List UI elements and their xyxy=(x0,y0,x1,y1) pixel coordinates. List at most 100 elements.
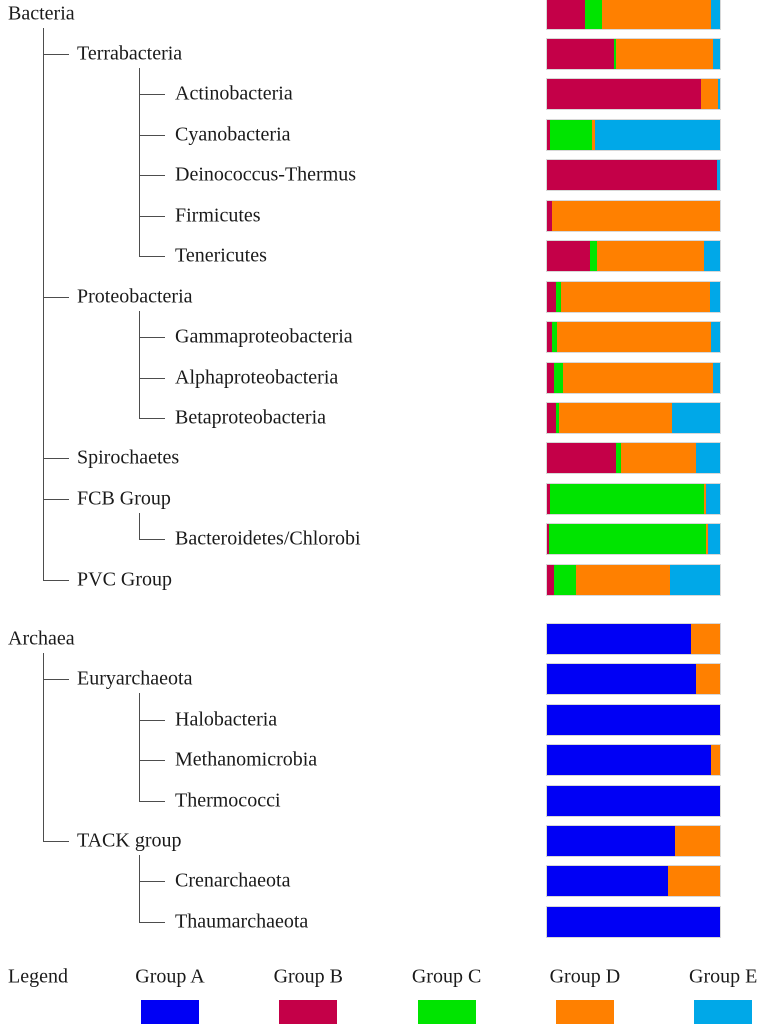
bar-segment-group-e xyxy=(669,564,720,595)
tree-trunk-line xyxy=(139,67,140,257)
bar-segment-group-c xyxy=(553,564,577,595)
bar-segment-group-b xyxy=(547,281,556,312)
stacked-bar-gammaproteobacteria xyxy=(546,321,721,354)
tree-branch-line xyxy=(43,296,69,298)
bar-segment-group-e xyxy=(704,241,720,272)
stacked-bar-tenericutes xyxy=(546,240,721,273)
stacked-bar-thermococci xyxy=(546,784,721,817)
bar-segment-group-d xyxy=(557,322,712,353)
stacked-bar-fcb-group xyxy=(546,482,721,515)
tree-branch-line xyxy=(43,53,69,55)
taxon-label-crenarchaeota: Crenarchaeota xyxy=(175,870,291,893)
taxon-label-proteobacteria: Proteobacteria xyxy=(77,285,193,308)
bar-segment-group-e xyxy=(716,160,720,191)
bar-segment-group-d xyxy=(552,200,720,231)
legend-swatch-group-d xyxy=(555,1000,614,1024)
stacked-bar-halobacteria xyxy=(546,703,721,736)
bar-segment-group-b xyxy=(547,564,554,595)
stacked-bar-alphaproteobacteria xyxy=(546,361,721,394)
bar-segment-group-b xyxy=(547,119,551,150)
tree-branch-line xyxy=(139,94,165,96)
bar-segment-group-c xyxy=(550,483,705,514)
stacked-bar-terrabacteria xyxy=(546,37,721,70)
bar-segment-group-d xyxy=(591,119,596,150)
bar-segment-group-c xyxy=(585,0,603,29)
taxon-label-betaproteobacteria: Betaproteobacteria xyxy=(175,406,327,429)
stacked-bar-methanomicrobia xyxy=(546,744,721,777)
bar-segment-group-b xyxy=(547,524,549,555)
bar-segment-group-d xyxy=(704,483,707,514)
bar-segment-group-d xyxy=(668,866,720,897)
bar-segment-group-b xyxy=(547,241,591,272)
bar-segment-group-d xyxy=(700,79,719,110)
bar-segment-group-c xyxy=(553,362,563,393)
bar-segment-group-e xyxy=(695,443,720,474)
bar-segment-group-d xyxy=(711,745,720,776)
tree-branch-line xyxy=(43,458,69,460)
tree-branch-line xyxy=(139,175,165,177)
stacked-bar-euryarchaeota xyxy=(546,663,721,696)
taxon-label-tenericutes: Tenericutes xyxy=(175,244,267,267)
stacked-bar-cyanobacteria xyxy=(546,118,721,151)
tree-branch-line xyxy=(139,337,165,339)
bar-segment-group-e xyxy=(706,483,720,514)
bar-segment-group-c xyxy=(552,322,558,353)
bar-segment-group-a xyxy=(547,785,720,816)
stacked-bar-bacteroidetes-chlorobi xyxy=(546,523,721,556)
bar-segment-group-a xyxy=(547,664,696,695)
bar-segment-group-d xyxy=(560,281,710,312)
bar-segment-group-d xyxy=(602,0,712,29)
tree-branch-line xyxy=(139,881,165,883)
tree-branch-line xyxy=(139,256,165,258)
taxon-label-terrabacteria: Terrabacteria xyxy=(77,42,183,65)
legend-swatch-group-a xyxy=(141,1000,199,1024)
tree-branch-line xyxy=(43,841,69,842)
bar-segment-group-e xyxy=(718,79,720,110)
stacked-bar-firmicutes xyxy=(546,199,721,232)
bar-segment-group-b xyxy=(547,38,615,69)
bar-segment-group-d xyxy=(559,403,672,433)
taxon-label-gammaproteobacteria: Gammaproteobacteria xyxy=(175,325,353,348)
bar-segment-group-e xyxy=(671,403,720,433)
taxon-label-halobacteria: Halobacteria xyxy=(175,708,278,731)
bar-segment-group-a xyxy=(547,906,720,937)
bar-segment-group-b xyxy=(547,160,717,191)
bar-segment-group-e xyxy=(595,119,720,150)
tree-branch-line xyxy=(139,215,165,217)
legend-title: Legend xyxy=(8,965,68,988)
legend-label-group-b: Group B xyxy=(273,965,344,988)
tree-trunk-line xyxy=(139,512,140,540)
taxon-label-thaumarchaeota: Thaumarchaeota xyxy=(175,910,309,933)
legend-label-group-a: Group A xyxy=(135,965,205,988)
taxon-label-actinobacteria: Actinobacteria xyxy=(175,82,293,105)
stacked-bar-thaumarchaeota xyxy=(546,905,721,938)
tree-branch-line xyxy=(139,134,165,136)
stacked-bar-betaproteobacteria xyxy=(546,402,721,434)
bar-segment-group-d xyxy=(695,664,720,695)
taxon-label-bacteria: Bacteria xyxy=(8,2,75,25)
bar-segment-group-c xyxy=(555,281,561,312)
taxon-label-cyanobacteria: Cyanobacteria xyxy=(175,123,291,146)
tree-trunk-line xyxy=(43,27,44,581)
taxon-label-tack-group: TACK group xyxy=(77,829,182,852)
taxon-label-firmicutes: Firmicutes xyxy=(175,204,261,227)
taxon-label-alphaproteobacteria: Alphaproteobacteria xyxy=(175,366,339,389)
tree-branch-line xyxy=(139,418,165,419)
taxon-label-spirochaetes: Spirochaetes xyxy=(77,447,180,470)
bar-segment-group-b xyxy=(547,0,586,29)
bar-segment-group-a xyxy=(547,623,691,654)
taxon-label-euryarchaeota: Euryarchaeota xyxy=(77,667,193,690)
legend-swatch-group-b xyxy=(279,1000,338,1024)
bar-segment-group-d xyxy=(706,524,708,555)
legend-label-group-c: Group C xyxy=(411,965,482,988)
bar-segment-group-b xyxy=(547,483,551,514)
bar-segment-group-d xyxy=(616,38,714,69)
bar-segment-group-b xyxy=(547,362,554,393)
legend-label-group-e: Group E xyxy=(689,965,758,988)
stacked-bar-tack-group xyxy=(546,825,721,857)
stacked-bar-bacteria xyxy=(546,0,721,30)
stacked-bar-crenarchaeota xyxy=(546,865,721,898)
tree-branch-line xyxy=(139,719,165,721)
taxon-label-methanomicrobia: Methanomicrobia xyxy=(175,748,318,771)
